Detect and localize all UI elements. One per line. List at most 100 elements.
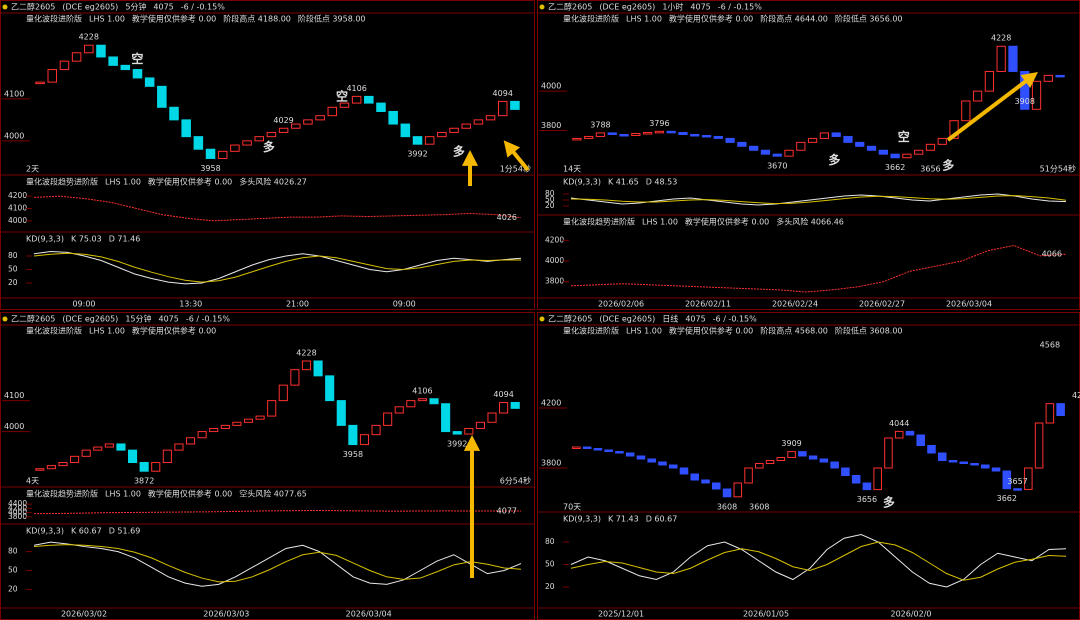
candle (278, 384, 288, 402)
sub-tick-label: 4100 (8, 204, 27, 213)
candle (784, 149, 794, 157)
candle (725, 137, 735, 143)
sub-name: KD(9,3,3) (563, 515, 601, 524)
k-value: K 71.43 (608, 515, 639, 524)
candle (35, 468, 45, 471)
time-label: 2025/12/01 (598, 610, 644, 619)
candle (383, 412, 393, 426)
change: -6 / -0.15% (186, 315, 230, 324)
sub-name: 量化波段趋势进阶版 (26, 489, 98, 499)
candle (701, 479, 710, 484)
indicator-name: 量化波段进阶版 (26, 326, 82, 336)
sub-tick-label: 4400 (8, 499, 27, 508)
candle (690, 133, 700, 137)
sub-tick-label: 4000 (545, 256, 564, 265)
candle (162, 449, 172, 464)
signal: 多 (942, 158, 954, 173)
indicator-param: 教学使用仅供参考 0.00 (669, 14, 753, 24)
candle (625, 452, 635, 457)
d-value: D 48.53 (646, 178, 678, 187)
d-line (570, 195, 1067, 205)
candle (144, 77, 155, 87)
candle (851, 475, 861, 484)
sub-param: 教学使用仅供参考 0.00 (685, 217, 769, 227)
candle (631, 133, 641, 136)
candle (843, 135, 853, 143)
candle (84, 44, 94, 54)
sub-tick-label: 4000 (8, 216, 27, 225)
trend-line (33, 509, 522, 515)
period: 日线 (662, 314, 678, 324)
candle (819, 458, 829, 463)
stage-low: 阶段低点 3656.00 (835, 14, 903, 24)
panel-border (0, 0, 535, 310)
price-tick-label: 4100 (4, 391, 24, 400)
candle (905, 430, 915, 436)
price-annotation: 4106 (412, 386, 432, 395)
price-annotation: 3958 (343, 450, 363, 459)
indicator-name: 量化波段进阶版 (26, 14, 82, 24)
price: 4075 (690, 3, 710, 12)
trend-last: 4066 (1042, 250, 1062, 259)
candle (242, 140, 252, 146)
candle (937, 137, 947, 145)
candle (139, 462, 149, 472)
period: 1小时 (662, 2, 683, 12)
d-line (33, 252, 521, 283)
sub-tick-label: 20 (545, 201, 555, 210)
sub-name: KD(9,3,3) (26, 527, 64, 536)
candle (873, 467, 882, 491)
price-annotation: 4228 (79, 33, 99, 42)
bars-count: 14天 (563, 165, 581, 174)
sub-tick-label: 4200 (8, 191, 27, 200)
candle (996, 45, 1006, 72)
candle (174, 443, 184, 451)
sub-tick-label: 80 (545, 537, 555, 546)
sub-tick-label: 80 (545, 189, 555, 198)
sub-tick-label: 4200 (8, 503, 27, 512)
sub-name: 量化波段趋势进阶版 (563, 217, 635, 227)
candle (351, 95, 362, 104)
candle (243, 418, 254, 423)
candle (93, 446, 103, 451)
time-label: 2026/02/27 (859, 300, 905, 309)
symbol: 乙二醇2605 (548, 2, 592, 12)
price-annotation: 4228 (296, 349, 316, 358)
d-value: D 51.69 (109, 527, 141, 536)
candle (642, 132, 653, 135)
candle (1034, 422, 1044, 469)
candle (582, 446, 592, 449)
candle (58, 462, 68, 467)
time-label: 2026/03/04 (946, 300, 992, 309)
candle (1043, 74, 1053, 82)
price-tick-label: 4000 (541, 82, 561, 91)
d-value: D 71.46 (109, 235, 141, 244)
candle (595, 132, 606, 137)
signal: 多 (453, 143, 465, 158)
candle (81, 449, 91, 457)
time-label: 2026/02/24 (772, 300, 818, 309)
price-annotation: 3958 (200, 164, 220, 173)
candle (301, 360, 312, 371)
d-line (33, 544, 522, 583)
time-label: 21:00 (286, 300, 309, 309)
time-label: 13:30 (179, 300, 202, 309)
candle (808, 455, 818, 460)
candle (497, 100, 508, 117)
price-annotation: 4029 (273, 116, 293, 125)
candle (371, 424, 381, 436)
candle (452, 431, 462, 435)
candle (760, 149, 771, 155)
candle (400, 123, 411, 138)
candle (291, 123, 301, 129)
stage-low: 阶段低点 3608.00 (835, 326, 903, 336)
sub-tick-label: 3800 (8, 512, 27, 521)
price-annotation: 3662 (997, 494, 1017, 503)
indicator-name: 量化波段进阶版 (563, 14, 619, 24)
bars-count: 2天 (26, 165, 39, 174)
time-label: 2026/02/06 (598, 300, 644, 309)
bars-count: 70天 (563, 503, 581, 512)
candle (866, 145, 877, 151)
candle (1055, 74, 1065, 78)
candle (487, 412, 497, 423)
